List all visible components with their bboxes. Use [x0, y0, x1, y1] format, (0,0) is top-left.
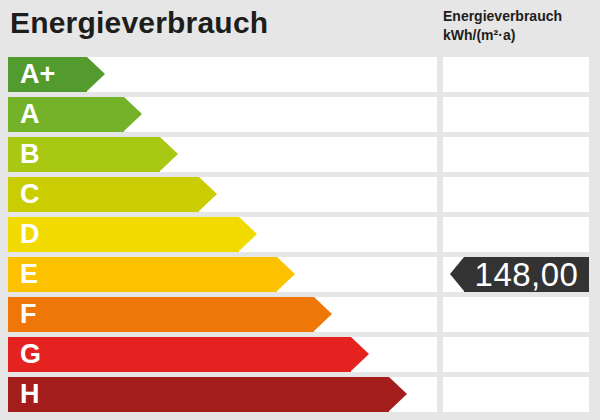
value-cell	[443, 57, 589, 92]
band-letter: A	[8, 97, 40, 132]
band-arrow-tip	[277, 257, 295, 291]
band-track: H	[8, 377, 437, 412]
band-letter: A+	[8, 57, 55, 92]
band-arrow-tip	[314, 297, 332, 331]
scale-row-d: D	[0, 217, 600, 252]
value-cell	[443, 297, 589, 332]
energy-scale: A+ ABCDE 148,00 FGH	[0, 57, 600, 417]
band-letter: D	[8, 217, 40, 252]
value-tag-pointer-icon	[450, 257, 464, 291]
band-track: A+	[8, 57, 437, 92]
band-arrow-tip	[239, 217, 257, 251]
value-cell	[443, 217, 589, 252]
band-arrow-tip	[160, 137, 178, 171]
band-track: C	[8, 177, 437, 212]
value-cell	[443, 137, 589, 172]
band-letter: C	[8, 177, 40, 212]
band-track: E	[8, 257, 437, 292]
band-arrow-aplus: A+	[8, 57, 105, 92]
value-column-header-line2: kWh/(m²·a)	[443, 26, 562, 45]
band-arrow-d: D	[8, 217, 257, 252]
band-track: G	[8, 337, 437, 372]
value-column-header: Energieverbrauch kWh/(m²·a)	[443, 7, 562, 45]
value-column-header-line1: Energieverbrauch	[443, 7, 562, 26]
band-arrow-tip	[389, 377, 407, 411]
current-value-tag: 148,00	[450, 257, 589, 292]
band-arrow-tip	[87, 57, 105, 91]
band-track: A	[8, 97, 437, 132]
value-cell: 148,00	[443, 257, 589, 292]
band-letter: G	[8, 337, 41, 372]
scale-row-e: E 148,00	[0, 257, 600, 292]
band-arrow-f: F	[8, 297, 332, 332]
scale-row-c: C	[0, 177, 600, 212]
band-letter: F	[8, 297, 37, 332]
band-arrow-b: B	[8, 137, 178, 172]
value-cell	[443, 377, 589, 412]
value-cell	[443, 97, 589, 132]
band-arrow-a: A	[8, 97, 142, 132]
value-cell	[443, 177, 589, 212]
scale-row-aplus: A+	[0, 57, 600, 92]
band-arrow-tip	[199, 177, 217, 211]
band-arrow-e: E	[8, 257, 295, 292]
page-title: Energieverbrauch	[10, 6, 268, 40]
scale-row-h: H	[0, 377, 600, 412]
band-arrow-tip	[124, 97, 142, 131]
band-arrow-g: G	[8, 337, 369, 372]
band-arrow-tip	[351, 337, 369, 371]
band-track: F	[8, 297, 437, 332]
band-arrow-c: C	[8, 177, 217, 212]
band-track: B	[8, 137, 437, 172]
value-cell	[443, 337, 589, 372]
scale-row-g: G	[0, 337, 600, 372]
scale-row-f: F	[0, 297, 600, 332]
band-letter: E	[8, 257, 38, 292]
scale-row-b: B	[0, 137, 600, 172]
band-letter: B	[8, 137, 40, 172]
band-letter: H	[8, 377, 40, 412]
band-track: D	[8, 217, 437, 252]
scale-row-a: A	[0, 97, 600, 132]
current-value: 148,00	[475, 257, 579, 292]
band-arrow-h: H	[8, 377, 407, 412]
energy-consumption-label: Energieverbrauch Energieverbrauch kWh/(m…	[0, 0, 600, 420]
